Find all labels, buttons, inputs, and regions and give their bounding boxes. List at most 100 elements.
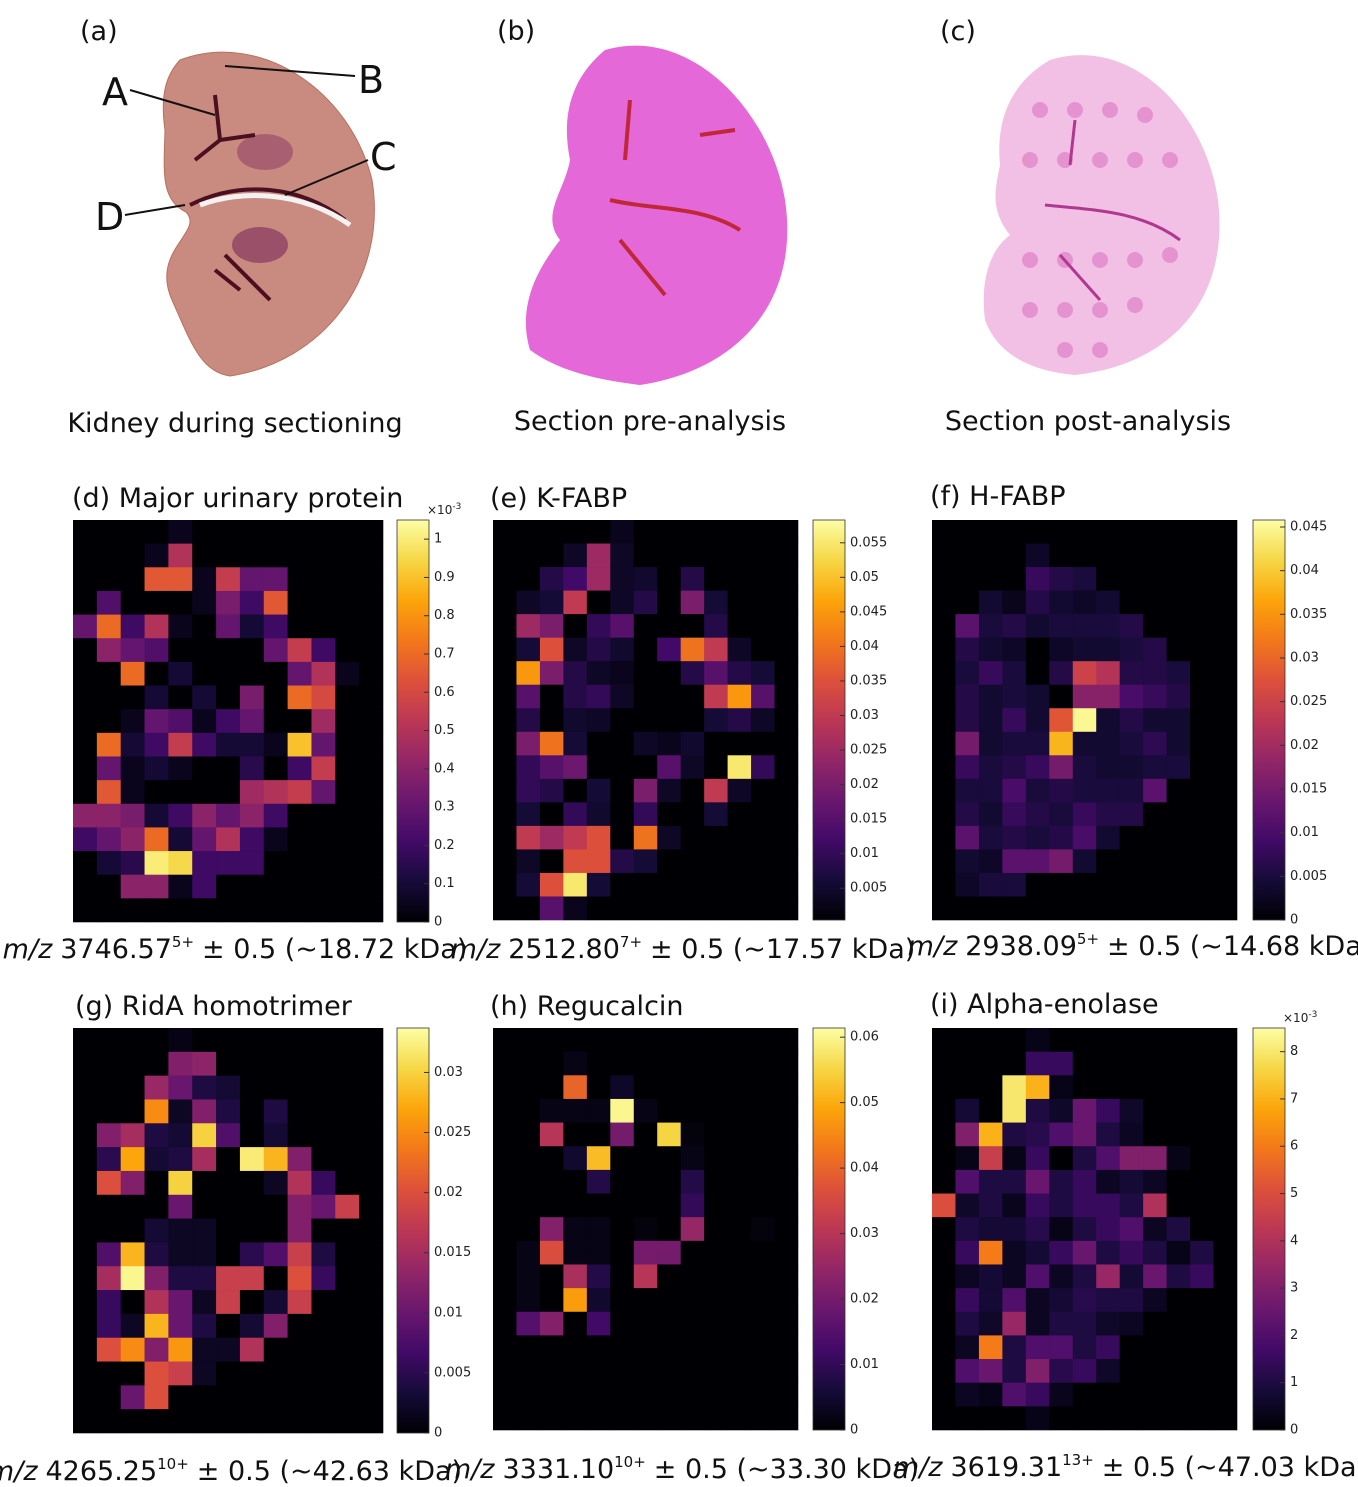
heatmap-cell xyxy=(359,780,383,804)
heatmap-cell xyxy=(634,1194,658,1218)
heatmap-cell xyxy=(335,1219,359,1243)
heatmap-cell xyxy=(1143,1123,1167,1147)
heatmap-cell xyxy=(1002,873,1026,897)
heatmap-cell xyxy=(240,1338,264,1362)
heatmap-cell xyxy=(145,638,169,662)
heatmap-panel: (h) Regucalcin00.010.020.030.040.050.06m… xyxy=(445,991,919,1485)
heatmap-cell xyxy=(1190,1123,1214,1147)
heatmap-cell xyxy=(563,685,587,709)
heatmap-cell xyxy=(932,1312,956,1336)
heatmap-cell xyxy=(728,1264,752,1288)
heatmap-cell xyxy=(540,1217,564,1241)
heatmap-cell xyxy=(168,1123,192,1147)
heatmap-cell xyxy=(1214,755,1238,779)
heatmap-cell xyxy=(751,755,775,779)
heatmap-cell xyxy=(979,591,1003,615)
heatmap-cell xyxy=(1167,1217,1191,1241)
heatmap-cell xyxy=(1026,685,1050,709)
heatmap-cell xyxy=(587,1335,611,1359)
heatmap-cell xyxy=(1073,591,1097,615)
heatmap-cell xyxy=(516,802,540,826)
heatmap-cell xyxy=(240,638,264,662)
heatmap-cell xyxy=(145,1242,169,1266)
heatmap-cell xyxy=(540,1264,564,1288)
heatmap-cell xyxy=(1026,732,1050,756)
heatmap-cell xyxy=(563,1170,587,1194)
heatmap-cell xyxy=(216,1242,240,1266)
colorbar-tick-label: 0.005 xyxy=(1290,869,1327,884)
heatmap-cell xyxy=(1143,896,1167,920)
heatmap-cell xyxy=(1096,1383,1120,1407)
heatmap-cell xyxy=(216,1314,240,1338)
heatmap-cell xyxy=(728,685,752,709)
heatmap-cell xyxy=(493,1406,517,1430)
heatmap-cell xyxy=(1026,1170,1050,1194)
heatmap-cell xyxy=(145,1028,169,1052)
heatmap-cell xyxy=(1120,779,1144,803)
heatmap-cell xyxy=(73,1338,97,1362)
heatmap-cell xyxy=(657,544,681,568)
heatmap-cell xyxy=(540,732,564,756)
heatmap-cell xyxy=(335,827,359,851)
heatmap-cell xyxy=(1214,802,1238,826)
heatmap-cell xyxy=(1096,614,1120,638)
heatmap-cell xyxy=(1026,708,1050,732)
heatmap-cell xyxy=(516,1099,540,1123)
heatmap-cell xyxy=(775,1099,799,1123)
heatmap-cell xyxy=(1049,1194,1073,1218)
heatmap-cell xyxy=(932,1075,956,1099)
heatmap-cell xyxy=(97,1219,121,1243)
colorbar-tick-label: 0.015 xyxy=(850,812,887,827)
heatmap-cell xyxy=(1096,896,1120,920)
heatmap-cell xyxy=(73,520,97,544)
heatmap-cell xyxy=(121,780,145,804)
heatmap-cell xyxy=(1002,802,1026,826)
heatmap-cell xyxy=(145,733,169,757)
heatmap-cell xyxy=(335,804,359,828)
colorbar-tick-label: 0.045 xyxy=(850,604,887,619)
colorbar-tick-label: 0 xyxy=(850,1423,858,1438)
caption-charge: 10+ xyxy=(614,1453,646,1471)
heatmap-cell xyxy=(359,638,383,662)
heatmap-cell xyxy=(1073,802,1097,826)
heatmap-cell xyxy=(97,1362,121,1386)
heatmap-cell xyxy=(359,686,383,710)
heatmap-cell xyxy=(145,851,169,875)
heatmap-cell xyxy=(587,779,611,803)
heatmap-cell xyxy=(145,1099,169,1123)
heatmap-cell xyxy=(264,1314,288,1338)
caption-prefix: m/z xyxy=(893,1452,943,1483)
heatmap-cell xyxy=(1026,1052,1050,1076)
heatmap-cell xyxy=(145,1314,169,1338)
heatmap-cell xyxy=(216,1171,240,1195)
heatmap-cell xyxy=(932,779,956,803)
heatmap-cell xyxy=(1002,708,1026,732)
heatmap-cell xyxy=(540,1241,564,1265)
heatmap-cell xyxy=(335,1147,359,1171)
heatmap-cell xyxy=(335,567,359,591)
mass-caption: m/z2938.095+± 0.5 (~14.68 kDa) xyxy=(908,930,1358,962)
heatmap-cell xyxy=(97,1052,121,1076)
heatmap-cell xyxy=(681,1099,705,1123)
heatmap-cell xyxy=(145,898,169,922)
heatmap-cell xyxy=(540,685,564,709)
heatmap-cell xyxy=(1026,661,1050,685)
heatmap-cell xyxy=(168,638,192,662)
heatmap-cell xyxy=(145,1266,169,1290)
heatmap-cell xyxy=(240,591,264,615)
heatmap-cell xyxy=(728,873,752,897)
heatmap-cell xyxy=(97,567,121,591)
heatmap-cell xyxy=(311,1123,335,1147)
heatmap-cell xyxy=(1190,1028,1214,1052)
heatmap-cell xyxy=(264,756,288,780)
heatmap-cell xyxy=(240,662,264,686)
heatmap-cell xyxy=(1214,1217,1238,1241)
heatmap-cell xyxy=(1167,1406,1191,1430)
heatmap-cell xyxy=(587,1217,611,1241)
colorbar-tick-label: 4 xyxy=(1290,1233,1298,1248)
heatmap-cell xyxy=(1143,685,1167,709)
heatmap-cell xyxy=(587,802,611,826)
heatmap-cell xyxy=(979,1288,1003,1312)
heatmap-cell xyxy=(657,1146,681,1170)
heatmap-cell xyxy=(1002,1075,1026,1099)
